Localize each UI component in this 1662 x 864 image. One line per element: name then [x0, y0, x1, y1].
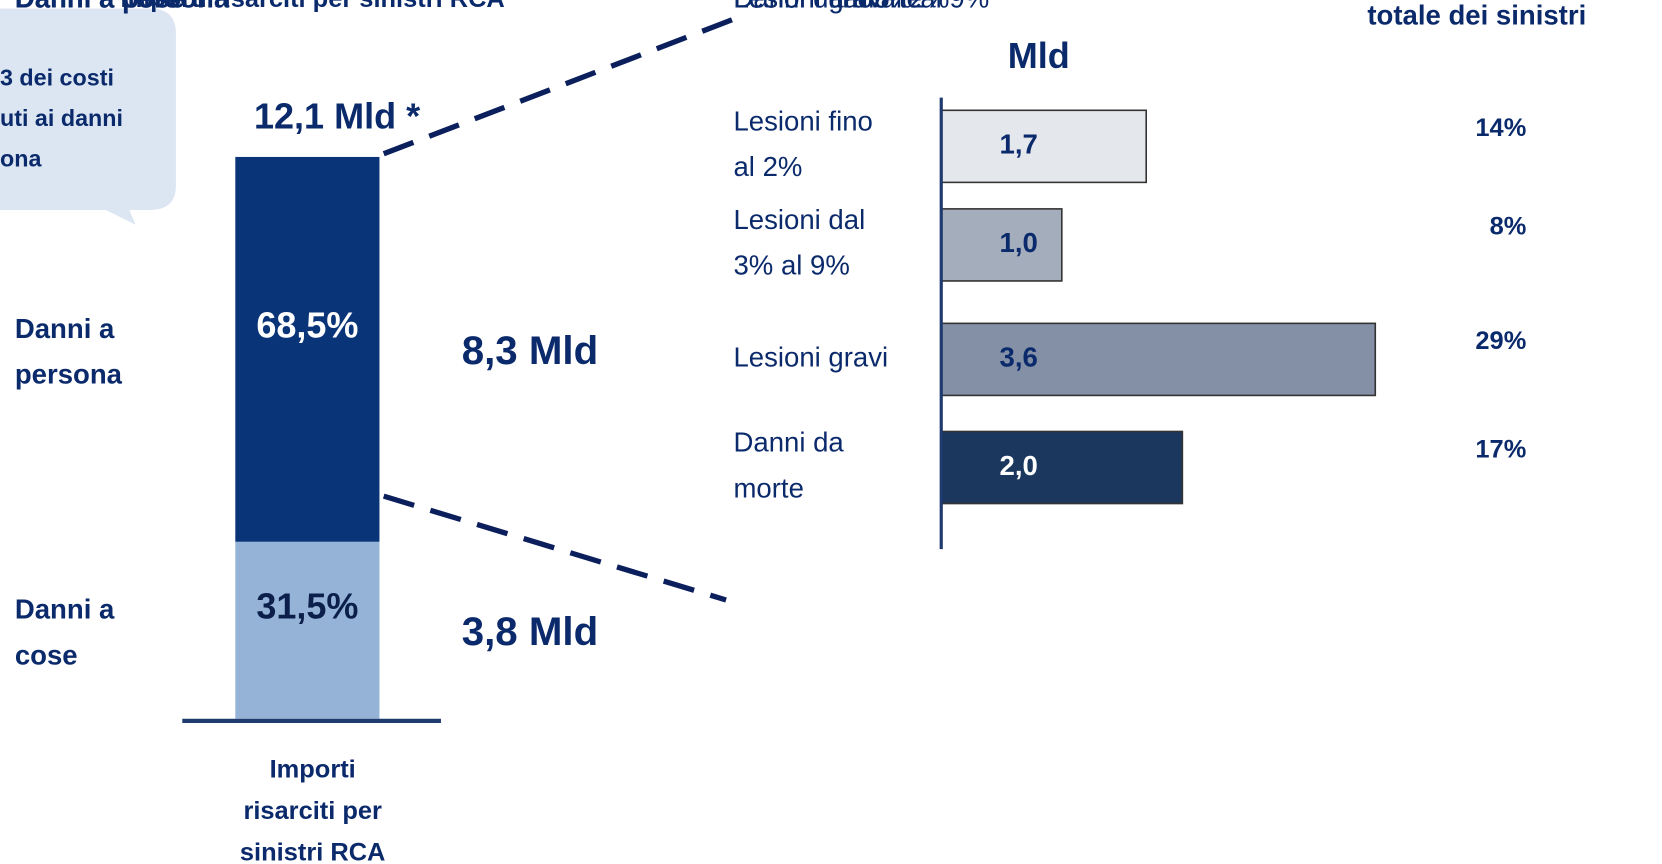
share-label: 29% [1475, 327, 1526, 355]
y-tick-label: Lesioni graviLesioni gravi [733, 0, 888, 373]
bar-segment [235, 156, 380, 542]
callout-text: 3 dei costi [0, 65, 114, 91]
share-label: 8% [1490, 213, 1527, 241]
share-label: 17% [1475, 435, 1526, 463]
value-label: 2,0 [1000, 450, 1038, 481]
chart-title: Mld [1008, 35, 1070, 76]
callout-bubble [0, 8, 176, 225]
connector-line [382, 13, 743, 157]
bar-segment [235, 541, 380, 719]
total-label: 12,1 Mld * [254, 95, 420, 136]
bar [940, 430, 1184, 505]
value-label: 1,7 [1000, 129, 1038, 160]
share-title: totale dei sinistri [1367, 0, 1586, 30]
bar [940, 322, 1377, 397]
segment-label: 31,5% [256, 586, 358, 627]
bar [940, 109, 1147, 184]
callout-text: ona [0, 145, 42, 171]
value-label: 3,6 [1000, 342, 1038, 373]
connector-line [382, 493, 727, 603]
segment-label: 68,5% [256, 305, 358, 346]
value-label: 1,0 [1000, 227, 1038, 258]
share-label: 14% [1475, 114, 1526, 142]
amount-label: 3,8 Mld [462, 609, 598, 654]
amount-label: 8,3 Mld [462, 328, 598, 373]
bar [940, 208, 1063, 282]
callout-text: uti ai danni [0, 105, 123, 131]
